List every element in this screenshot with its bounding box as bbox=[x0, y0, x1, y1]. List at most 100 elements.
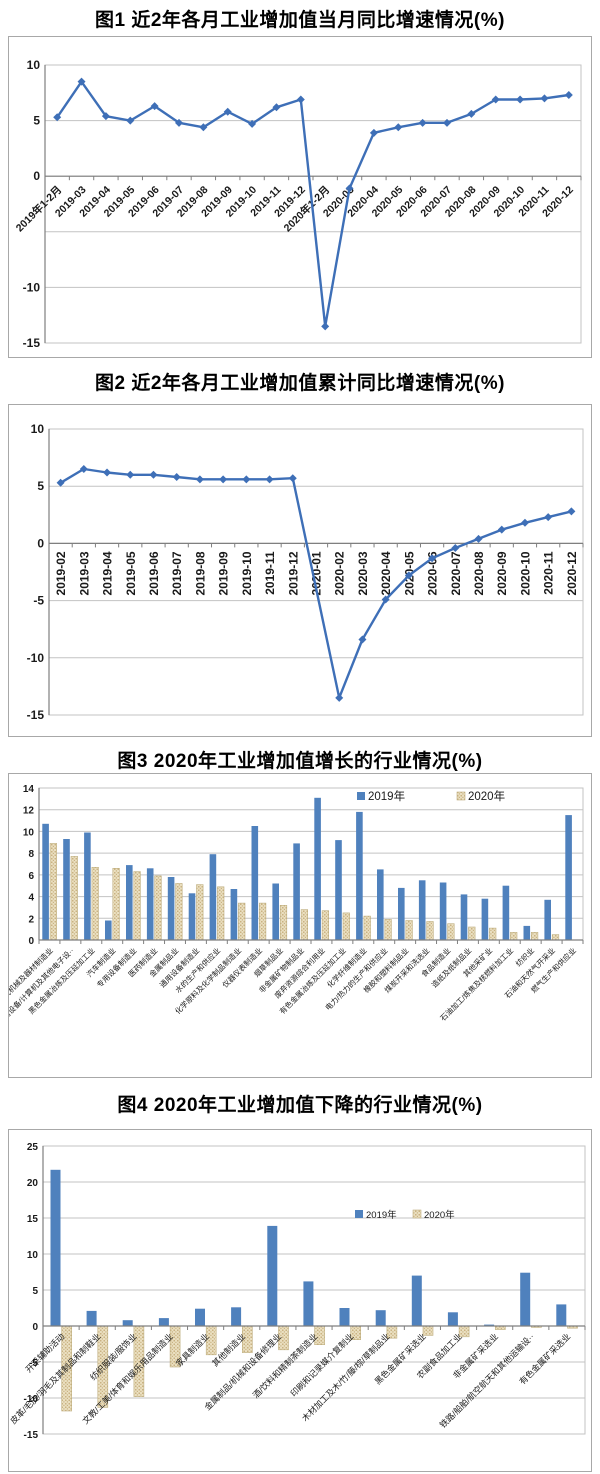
data-point-marker bbox=[467, 109, 476, 118]
svg-text:10: 10 bbox=[27, 1250, 39, 1261]
svg-text:20: 20 bbox=[27, 1178, 39, 1189]
svg-text:5: 5 bbox=[32, 1286, 38, 1297]
x-axis-labels: 2019-02 2019-03 2019-04 2019-05 2019-06 2019-… bbox=[54, 551, 579, 595]
figure2-line-chart: 10 5 0 -5 -10 -15 2019-02 2019-03 2019-04 2019-05… bbox=[27, 422, 584, 722]
svg-text:2020-03: 2020-03 bbox=[356, 551, 370, 595]
svg-text:12: 12 bbox=[23, 806, 35, 817]
data-point-marker bbox=[516, 95, 525, 104]
data-point-marker bbox=[451, 543, 460, 552]
data-point-marker bbox=[358, 635, 367, 644]
svg-text:-10: -10 bbox=[23, 280, 41, 294]
x-axis-labels: 2019年1-2月2019-032019-042019-052019-06201… bbox=[13, 183, 576, 234]
svg-text:2019-10: 2019-10 bbox=[240, 551, 254, 595]
data-point-marker bbox=[428, 554, 437, 563]
svg-text:2019-07: 2019-07 bbox=[170, 551, 184, 595]
data-point-marker bbox=[149, 470, 158, 479]
data-point-marker bbox=[248, 119, 257, 128]
data-point-marker bbox=[296, 95, 305, 104]
y-axis-tick-labels: 25 20 15 10 5 0 -5 -10 -15 bbox=[24, 1142, 39, 1441]
svg-text:8: 8 bbox=[28, 849, 34, 860]
svg-text:5: 5 bbox=[33, 114, 40, 128]
svg-text:2020-04: 2020-04 bbox=[379, 551, 393, 595]
data-point-marker bbox=[335, 693, 344, 702]
svg-text:2019-08: 2019-08 bbox=[193, 551, 207, 595]
legend-swatch-2020 bbox=[412, 1209, 422, 1219]
data-point-marker bbox=[520, 518, 529, 527]
data-point-marker bbox=[491, 95, 500, 104]
svg-text:2019-05: 2019-05 bbox=[124, 551, 138, 595]
data-point-marker bbox=[443, 118, 451, 127]
x-axis-labels: 电气机械及器材制造业通信设备/计算机及其他电子设··黑色金属冶炼及压延加工业汽车… bbox=[9, 945, 578, 1026]
svg-text:5: 5 bbox=[37, 479, 44, 493]
figure1-chart-box: 10 5 0 -10 -15 2019年1-2月 2019-03 2019-04 2019-05… bbox=[8, 36, 592, 358]
svg-text:-15: -15 bbox=[23, 336, 41, 350]
svg-text:2019-11: 2019-11 bbox=[263, 551, 277, 595]
svg-text:2019-09: 2019-09 bbox=[217, 551, 231, 595]
data-point-marker bbox=[53, 113, 62, 122]
svg-text:2020-10: 2020-10 bbox=[518, 551, 532, 595]
svg-text:10: 10 bbox=[23, 827, 35, 838]
svg-text:-15: -15 bbox=[24, 1430, 39, 1441]
svg-text:10: 10 bbox=[31, 422, 45, 436]
x-axis-labels: 开采辅助活动皮革/毛皮/羽毛及其制品和制鞋业纺织服装/服饰业文教/工美/体育和娱… bbox=[9, 1331, 572, 1430]
svg-text:14: 14 bbox=[23, 784, 35, 795]
svg-text:10: 10 bbox=[27, 58, 41, 72]
figure2-chart-box: 10 5 0 -5 -10 -15 2019-02 2019-03 2019-04 2019-05… bbox=[8, 404, 592, 737]
svg-text:0: 0 bbox=[28, 936, 34, 947]
data-point-marker bbox=[199, 123, 208, 132]
data-point-marker bbox=[103, 468, 112, 477]
figure4-title: 图4 2020年工业增加值下降的行业情况(%) bbox=[117, 1095, 483, 1116]
svg-text:25: 25 bbox=[27, 1142, 39, 1153]
figure3-chart-box: 14 12 10 8 6 4 2 0 电气机械及器材制造业 通信设备/计算机及其他电子设·· 黑色金… bbox=[8, 773, 592, 1078]
data-point-marker bbox=[497, 525, 506, 534]
data-point-marker bbox=[56, 478, 65, 487]
svg-text:0: 0 bbox=[33, 169, 40, 183]
data-point-marker bbox=[381, 595, 390, 604]
data-point-marker bbox=[321, 322, 330, 331]
svg-text:2020-12: 2020-12 bbox=[565, 551, 579, 595]
data-point-marker bbox=[394, 123, 403, 132]
data-point-marker bbox=[242, 475, 251, 484]
svg-text:2019-03: 2019-03 bbox=[77, 551, 91, 595]
data-point-marker bbox=[474, 534, 483, 543]
gridlines bbox=[43, 1145, 585, 1435]
data-point-marker bbox=[77, 77, 86, 86]
svg-text:2: 2 bbox=[28, 914, 34, 925]
svg-text:2019-12: 2019-12 bbox=[286, 551, 300, 595]
data-point-marker bbox=[272, 103, 281, 112]
x-axis-ticks bbox=[44, 65, 582, 343]
svg-text:2020-09: 2020-09 bbox=[495, 551, 509, 595]
y-axis-tick-labels: 14 12 10 8 6 4 2 0 bbox=[23, 784, 35, 947]
legend-swatch-2020 bbox=[456, 791, 466, 801]
figure1-title: 图1 近2年各月工业增加值当月同比增速情况(%) bbox=[95, 10, 505, 31]
data-point-marker bbox=[418, 118, 427, 127]
svg-text:2020-11: 2020-11 bbox=[542, 551, 556, 595]
svg-text:6: 6 bbox=[28, 871, 34, 882]
data-point-marker bbox=[567, 507, 576, 516]
series-2019-bars bbox=[42, 797, 572, 940]
data-point-marker bbox=[150, 102, 159, 111]
data-point-marker bbox=[369, 128, 378, 137]
svg-text:2019-04: 2019-04 bbox=[101, 551, 115, 595]
svg-text:-10: -10 bbox=[24, 1394, 39, 1405]
data-point-marker bbox=[126, 470, 135, 479]
figure3-bar-chart: 14 12 10 8 6 4 2 0电气机械及器材制造业通信设备/计算机及其他电子设··黑色金… bbox=[9, 784, 584, 1026]
figure4-bar-chart: 25 20 15 10 5 0 -5 -10 -15开采辅助活动皮革/毛皮/羽毛及其制品和制鞋业… bbox=[9, 1142, 586, 1441]
svg-text:2019-06: 2019-06 bbox=[147, 551, 161, 595]
data-point-marker bbox=[126, 116, 135, 125]
figure2-title: 图2 近2年各月工业增加值累计同比增速情况(%) bbox=[95, 373, 505, 394]
plot-frame bbox=[38, 787, 584, 941]
svg-text:2019-02: 2019-02 bbox=[54, 551, 68, 595]
x-axis-ticks bbox=[42, 1146, 586, 1434]
x-axis-ticks bbox=[48, 429, 584, 715]
data-point-marker bbox=[288, 474, 297, 483]
x-axis-ticks bbox=[38, 788, 584, 944]
legend-swatch-2019 bbox=[355, 1210, 363, 1218]
svg-text:0: 0 bbox=[37, 536, 44, 550]
data-point-marker bbox=[544, 513, 553, 522]
data-point-marker bbox=[195, 475, 204, 484]
data-point-marker bbox=[265, 475, 274, 484]
legend-label-2019: 2019年 bbox=[368, 789, 405, 803]
svg-text:-5: -5 bbox=[29, 1358, 38, 1369]
